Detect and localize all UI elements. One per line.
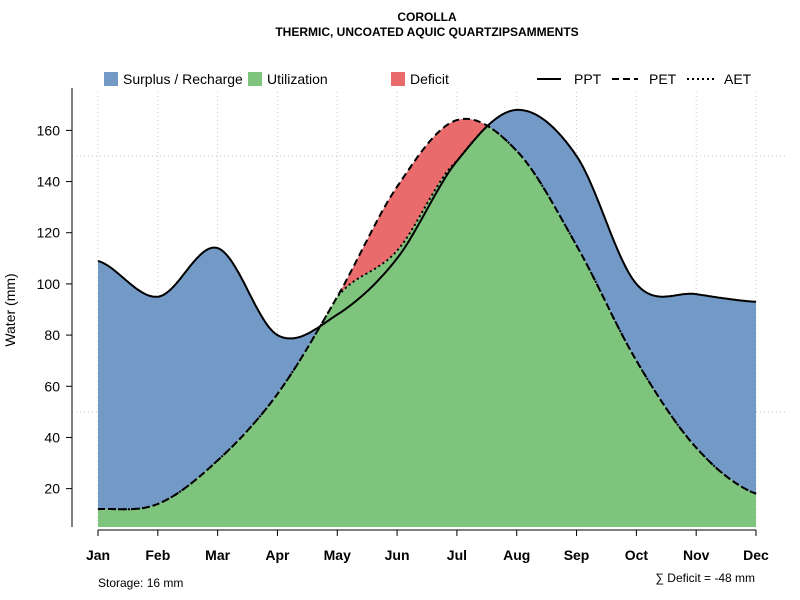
y-tick-label-80: 80: [44, 327, 60, 343]
x-tick-label-mar: Mar: [205, 547, 230, 563]
y-tick-label-60: 60: [44, 378, 60, 394]
legend-label-ppt: PPT: [574, 71, 602, 87]
legend: Surplus / Recharge Utilization Deficit P…: [104, 71, 752, 87]
y-tick-label-120: 120: [37, 225, 61, 241]
x-tick-label-sep: Sep: [564, 547, 590, 563]
legend-label-aet: AET: [724, 71, 752, 87]
y-tick-label-40: 40: [44, 429, 60, 445]
y-tick-label-160: 160: [37, 122, 61, 138]
legend-swatch-surplus: [104, 72, 118, 86]
area-utilization: [98, 126, 756, 528]
x-tick-label-oct: Oct: [625, 547, 649, 563]
chart-title: COROLLA: [397, 10, 457, 24]
series-line-ppt: [97, 108, 757, 340]
x-tick-label-jan: Jan: [86, 547, 110, 563]
x-tick-label-apr: Apr: [265, 547, 290, 563]
x-tick-label-dec: Dec: [743, 547, 769, 563]
y-tick-label-20: 20: [44, 481, 60, 497]
legend-label-pet: PET: [649, 71, 677, 87]
deficit-note: ∑ Deficit = -48 mm: [655, 571, 755, 585]
series-line-aet: [97, 125, 757, 511]
legend-label-utilization: Utilization: [267, 71, 328, 87]
x-tick-label-jul: Jul: [447, 547, 467, 563]
chart-subtitle: THERMIC, UNCOATED AQUIC QUARTZIPSAMMENTS: [275, 25, 578, 39]
x-tick-label-may: May: [324, 547, 351, 563]
legend-label-deficit: Deficit: [410, 71, 449, 87]
x-tick-label-feb: Feb: [145, 547, 170, 563]
line-layer: [97, 108, 757, 511]
y-tick-label-100: 100: [37, 276, 61, 292]
x-tick-label-aug: Aug: [503, 547, 530, 563]
legend-label-surplus: Surplus / Recharge: [123, 71, 243, 87]
legend-swatch-deficit: [391, 72, 405, 86]
x-tick-label-nov: Nov: [683, 547, 710, 563]
y-tick-label-140: 140: [37, 174, 61, 190]
area-layer: [98, 109, 756, 528]
storage-note: Storage: 16 mm: [98, 576, 183, 590]
area-deficit: [98, 118, 756, 510]
legend-swatch-utilization: [248, 72, 262, 86]
x-tick-label-jun: Jun: [385, 547, 410, 563]
y-axis-label: Water (mm): [2, 273, 18, 346]
axis-layer: 20 40 60 80 100 120 140 160 Jan Feb Mar Apr May Jun Ju…: [37, 88, 769, 563]
